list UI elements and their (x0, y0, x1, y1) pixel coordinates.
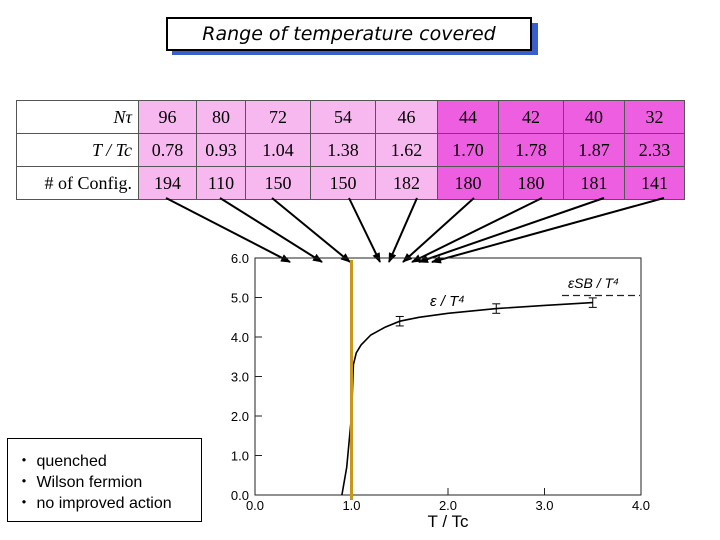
t-tc-cell: 1.87 (563, 133, 625, 167)
y-tick-label: 3.0 (231, 370, 249, 385)
config-cell: 194 (138, 166, 197, 200)
pointer-arrows (165, 197, 665, 264)
t-tc-cell: 0.78 (138, 133, 197, 167)
notes-box: ・ quenched ・ Wilson fermion ・ no improve… (7, 438, 202, 522)
config-cell: 110 (196, 166, 246, 200)
config-cell: 141 (624, 166, 685, 200)
pointer-arrow (402, 197, 475, 263)
y-tick-label: 4.0 (231, 330, 249, 345)
pointer-arrow (271, 197, 351, 263)
t-tc-cell: 1.78 (498, 133, 564, 167)
x-tick-label: 3.0 (535, 498, 553, 513)
x-axis-ticks: 0.0 1.0 2.0 3.0 4.0 (246, 488, 650, 513)
pointer-arrow (411, 197, 543, 263)
error-bars (395, 297, 597, 327)
ntau-cell: 54 (310, 100, 376, 134)
config-row: # of Config. 194 110 150 150 182 180 180… (16, 166, 685, 200)
x-tick-label: 4.0 (632, 498, 650, 513)
energy-density-plot: 0.0 1.0 2.0 3.0 4.0 5.0 6.0 0.0 1.0 2.0 3.0 4.0 ε … (231, 251, 650, 531)
y-tick-label: 1.0 (231, 449, 249, 464)
ntau-cell: 46 (375, 100, 438, 134)
ntau-cell: 42 (498, 100, 564, 134)
x-tick-label: 2.0 (439, 498, 457, 513)
ntau-cell: 72 (245, 100, 311, 134)
series-label: ε / T⁴ (430, 293, 465, 310)
pointer-arrow (431, 197, 665, 264)
energy-density-curve (341, 301, 593, 496)
ntau-cell: 32 (624, 100, 685, 134)
note-item: ・ Wilson fermion (16, 474, 143, 491)
y-tick-label: 0.0 (231, 488, 249, 503)
t-tc-cell: 2.33 (624, 133, 685, 167)
pointer-arrow (388, 197, 418, 263)
t-tc-cell: 1.04 (245, 133, 311, 167)
config-cell: 150 (245, 166, 311, 200)
x-tick-label: 0.0 (246, 498, 264, 513)
ntau-row: Nτ 96 80 72 54 46 44 42 40 32 (16, 100, 685, 134)
ntau-cell: 44 (437, 100, 499, 134)
lattice-config-table: Nτ 96 80 72 54 46 44 42 40 32 T / Tc 0.7… (16, 100, 685, 200)
t-tc-cell: 0.93 (196, 133, 246, 167)
pointer-arrow (348, 197, 381, 263)
pointer-arrow (165, 197, 291, 263)
x-axis-label: T / Tc (428, 512, 469, 531)
config-cell: 181 (563, 166, 625, 200)
y-tick-label: 2.0 (231, 409, 249, 424)
config-cell: 180 (498, 166, 564, 200)
page-title: Range of temperature covered (166, 17, 532, 51)
y-tick-label: 6.0 (231, 251, 249, 266)
x-tick-label: 1.0 (342, 498, 360, 513)
ntau-cell: 40 (563, 100, 625, 134)
config-row-label: # of Config. (16, 166, 139, 200)
y-tick-label: 5.0 (231, 291, 249, 306)
y-axis-ticks: 0.0 1.0 2.0 3.0 4.0 5.0 6.0 (231, 251, 262, 503)
config-cell: 182 (375, 166, 438, 200)
pointer-arrow (219, 197, 323, 263)
note-item: ・ quenched (16, 453, 107, 470)
t-tc-row: T / Tc 0.78 0.93 1.04 1.38 1.62 1.70 1.7… (16, 133, 685, 167)
reference-label: εSB / T⁴ (568, 275, 619, 291)
t-tc-cell: 1.70 (437, 133, 499, 167)
note-item: ・ no improved action (16, 495, 172, 512)
config-cell: 180 (437, 166, 499, 200)
config-cell: 150 (310, 166, 376, 200)
pointer-arrow (418, 197, 605, 263)
